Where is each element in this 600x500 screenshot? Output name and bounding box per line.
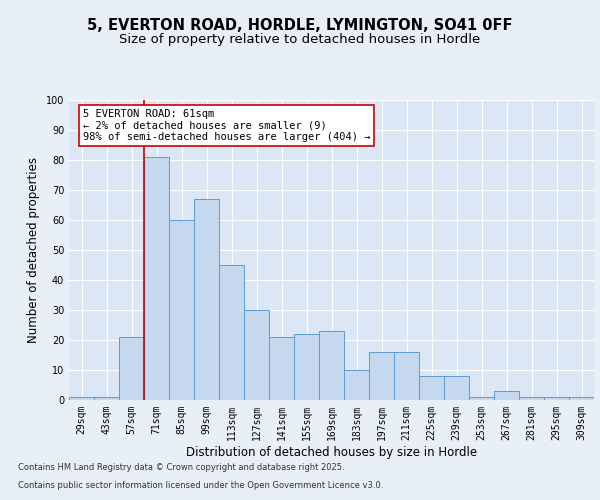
Bar xyxy=(294,334,319,400)
Bar xyxy=(244,310,269,400)
Bar xyxy=(69,397,94,400)
Text: Contains HM Land Registry data © Crown copyright and database right 2025.: Contains HM Land Registry data © Crown c… xyxy=(18,464,344,472)
Bar xyxy=(344,370,369,400)
Bar xyxy=(469,397,494,400)
Bar xyxy=(319,331,344,400)
Text: Size of property relative to detached houses in Hordle: Size of property relative to detached ho… xyxy=(119,32,481,46)
Bar xyxy=(394,352,419,400)
Bar xyxy=(444,376,469,400)
Text: Contains public sector information licensed under the Open Government Licence v3: Contains public sector information licen… xyxy=(18,481,383,490)
Bar xyxy=(519,397,544,400)
Text: 5, EVERTON ROAD, HORDLE, LYMINGTON, SO41 0FF: 5, EVERTON ROAD, HORDLE, LYMINGTON, SO41… xyxy=(87,18,513,32)
Text: 5 EVERTON ROAD: 61sqm
← 2% of detached houses are smaller (9)
98% of semi-detach: 5 EVERTON ROAD: 61sqm ← 2% of detached h… xyxy=(83,109,370,142)
Bar xyxy=(369,352,394,400)
Y-axis label: Number of detached properties: Number of detached properties xyxy=(27,157,40,343)
Bar xyxy=(144,157,169,400)
Bar xyxy=(219,265,244,400)
Bar xyxy=(269,337,294,400)
Bar xyxy=(569,397,594,400)
Bar xyxy=(544,397,569,400)
Bar xyxy=(119,337,144,400)
Bar xyxy=(94,397,119,400)
X-axis label: Distribution of detached houses by size in Hordle: Distribution of detached houses by size … xyxy=(186,446,477,458)
Bar xyxy=(494,391,519,400)
Bar xyxy=(194,199,219,400)
Bar xyxy=(169,220,194,400)
Bar xyxy=(419,376,444,400)
